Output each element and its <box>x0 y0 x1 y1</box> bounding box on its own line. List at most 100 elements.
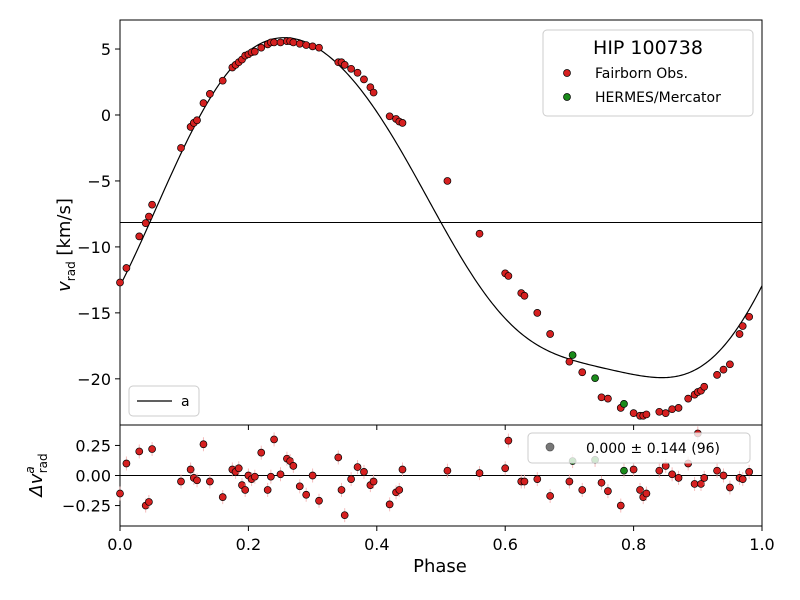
residual-point <box>629 465 638 474</box>
rv-point <box>289 38 298 47</box>
residual-point <box>308 471 317 480</box>
residual-ylabel-sup: a <box>23 466 37 473</box>
residual-y-tick-label: 0.25 <box>75 436 111 455</box>
rv-point <box>568 351 577 359</box>
model-legend: a <box>128 385 200 417</box>
rv-point <box>713 371 721 379</box>
residual-point <box>122 459 131 468</box>
rv-point <box>122 264 131 272</box>
residual-y-tick-label: −0.25 <box>62 497 111 516</box>
residual-point <box>700 474 709 482</box>
rv-y-tick-label: −10 <box>77 238 111 257</box>
residual-point <box>604 487 612 495</box>
residual-legend: 0.000 ± 0.144 (96) <box>527 432 751 464</box>
rv-point <box>533 309 542 317</box>
legend-marker-fairborn <box>563 69 571 77</box>
residual-point <box>385 500 394 509</box>
rv-point <box>116 278 124 287</box>
residual-point <box>719 471 728 480</box>
residual-point <box>270 435 278 444</box>
residual-ylabel-sub: rad <box>36 453 50 473</box>
residual-ylabel-main: Δv <box>26 473 47 498</box>
residual-point <box>199 440 208 449</box>
rv-point <box>353 68 362 77</box>
rv-point <box>276 38 285 47</box>
rv-point <box>443 177 452 185</box>
residual-point <box>398 465 407 474</box>
rv-point <box>347 64 355 73</box>
residual-point <box>193 476 201 485</box>
rv-y-tick-label: 0 <box>101 106 111 125</box>
residual-point <box>241 486 250 494</box>
rv-point <box>655 407 664 416</box>
rv-point <box>295 39 304 48</box>
residual-point <box>546 492 554 500</box>
rv-point <box>360 75 368 84</box>
rv-point <box>546 330 554 338</box>
residual-point <box>443 466 452 475</box>
rv-point <box>735 330 744 338</box>
rv-point <box>369 88 378 97</box>
phase-x-tick-label: 0.6 <box>492 535 517 554</box>
residual-point <box>302 490 311 499</box>
rv-point <box>578 368 587 377</box>
rv-point <box>738 322 747 330</box>
phase-x-tick-label: 0.8 <box>621 535 646 554</box>
residual-point <box>218 493 227 501</box>
rv-point <box>257 43 266 52</box>
residual-point <box>267 472 275 481</box>
rv-point <box>674 404 683 412</box>
phase-x-tick-label: 0.0 <box>107 535 132 554</box>
rv-point <box>145 212 153 221</box>
residual-point <box>289 462 298 470</box>
rv-point <box>340 61 349 69</box>
rv-point <box>250 47 259 56</box>
residual-point <box>334 453 343 462</box>
rv-point <box>475 229 484 238</box>
residual-point <box>726 483 734 492</box>
residual-point <box>520 477 529 486</box>
residual-point <box>145 498 153 506</box>
residual-point <box>353 463 362 471</box>
rv-y-tick-label: −5 <box>87 172 111 191</box>
residual-y-axis-label: Δvarad <box>23 453 50 498</box>
rv-ylabel-unit: [km/s] <box>54 198 75 261</box>
residual-point <box>276 470 285 479</box>
residual-point <box>340 511 349 520</box>
rv-point <box>308 42 317 51</box>
radial-velocity-panel: 5 0 −5 −10 −15 −20 vrad [km/s] <box>54 19 763 430</box>
rv-point <box>591 374 599 383</box>
legend-marker-hermes <box>563 93 571 101</box>
residual-point <box>177 477 185 486</box>
residual-y-tick-label: 0.00 <box>75 467 111 486</box>
rv-ylabel-main: v <box>54 281 75 292</box>
rv-point <box>504 272 513 280</box>
residual-point <box>578 486 587 494</box>
rv-point <box>661 409 670 417</box>
residual-point <box>315 496 323 505</box>
phase-x-tick-label: 1.0 <box>749 535 774 554</box>
orbit-model-curve <box>119 37 763 379</box>
residual-point <box>148 445 156 453</box>
phase-x-axis-label: Phase <box>413 556 467 577</box>
residual-point <box>713 466 721 475</box>
residual-point <box>395 486 404 494</box>
rv-point <box>597 393 606 402</box>
residual-point <box>257 448 266 457</box>
rv-point <box>218 76 227 85</box>
rv-point <box>629 409 638 417</box>
phase-x-tick-label: 0.2 <box>236 535 261 554</box>
rv-point <box>726 360 734 369</box>
rv-point <box>315 43 323 52</box>
residual-legend-label: 0.000 ± 0.144 (96) <box>586 441 720 457</box>
rv-point <box>520 291 529 300</box>
phase-x-tick-label: 0.4 <box>364 535 389 554</box>
rv-point <box>148 200 156 209</box>
rv-point <box>270 38 278 47</box>
rv-point <box>177 144 185 152</box>
rv-point <box>700 382 709 391</box>
residual-point <box>597 478 606 487</box>
residual-point <box>135 447 144 456</box>
rv-point <box>135 232 144 241</box>
